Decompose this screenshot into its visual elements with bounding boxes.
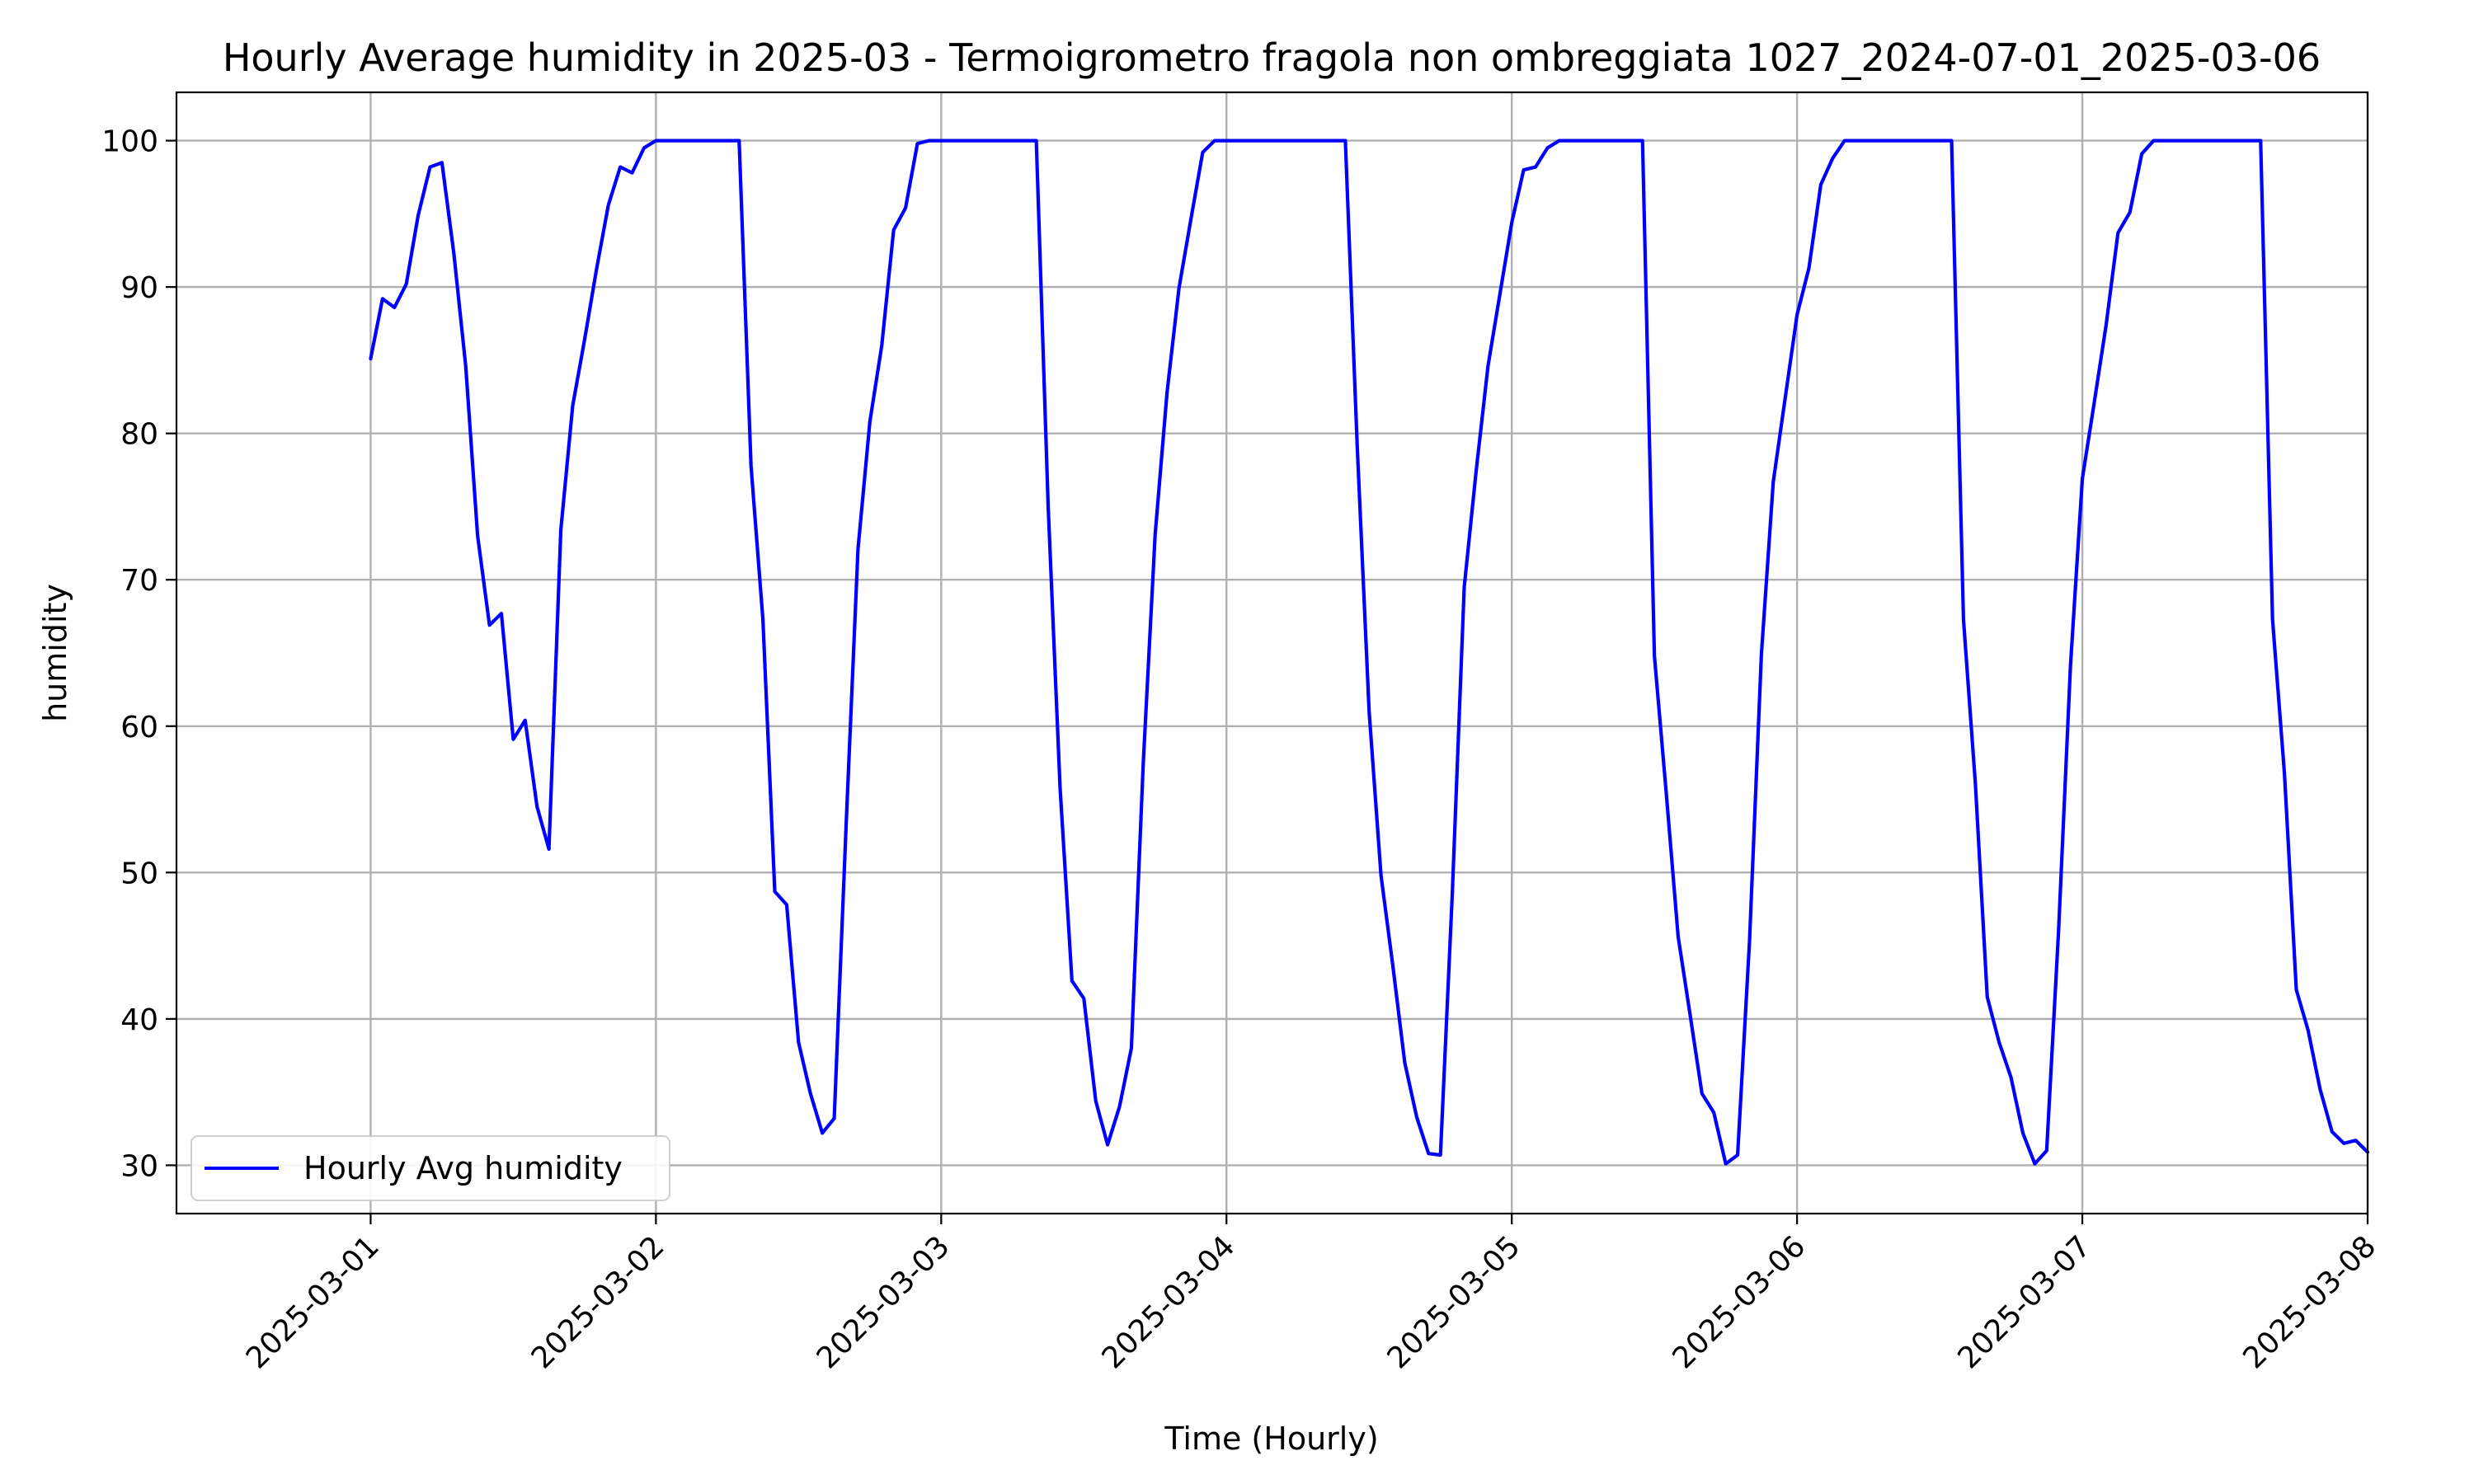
y-tick-label: 50 xyxy=(120,857,158,890)
chart-title: Hourly Average humidity in 2025-03 - Ter… xyxy=(223,35,2321,80)
legend-box xyxy=(190,1135,670,1201)
y-tick-label: 40 xyxy=(120,1003,158,1037)
y-tick-label: 60 xyxy=(120,711,158,744)
series-line-hourly-avg-humidity xyxy=(369,139,2370,1166)
y-tick-label: 30 xyxy=(120,1149,158,1183)
legend: Hourly Avg humidity xyxy=(190,1135,670,1201)
y-tick-label: 80 xyxy=(120,418,158,452)
series-layer xyxy=(369,139,2370,1166)
y-tick-label: 70 xyxy=(120,564,158,598)
legend-label-hourly-avg-humidity: Hourly Avg humidity xyxy=(303,1150,623,1186)
y-tick-label: 90 xyxy=(120,271,158,305)
y-tick-label: 100 xyxy=(101,125,158,159)
x-axis-label: Time (Hourly) xyxy=(1164,1421,1378,1457)
y-axis-label: humidity xyxy=(37,584,73,722)
plot-frame xyxy=(175,91,2369,1215)
